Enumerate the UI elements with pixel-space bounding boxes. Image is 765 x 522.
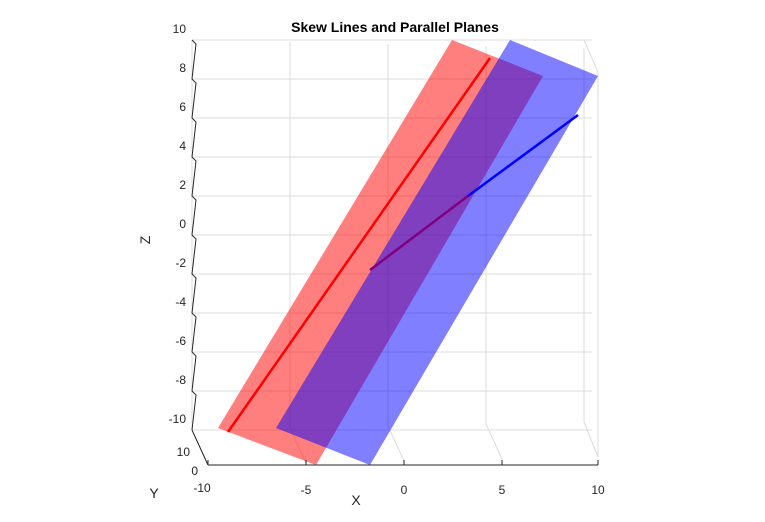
z-tick-label: 6 [179,100,186,114]
z-tick-label: -6 [175,334,186,348]
y-tick-labels: 10 0 [177,445,199,478]
x-tick-label: -10 [193,481,211,495]
y-axis [191,429,209,466]
z-tick-label: 0 [179,217,186,231]
blue-line-behind-red-plane [369,195,469,271]
blue-plane [276,40,598,465]
z-tick-label: 2 [179,178,186,192]
axes-box-right [583,39,599,458]
y-axis-label: Y [149,485,159,501]
z-tick-label: 8 [179,61,186,75]
y-tick-label: 10 [177,445,191,459]
z-axis [191,39,197,431]
z-tick-labels: 10 8 6 4 2 0 -2 -4 -6 -8 -10 [169,22,187,426]
x-tick-labels: -10 -5 0 5 10 [193,481,605,497]
x-tick-label: 5 [499,483,506,497]
x-tick-label: -5 [301,483,312,497]
chart-title: Skew Lines and Parallel Planes [291,19,499,35]
red-line [226,57,492,433]
x-axis [207,460,599,466]
z-tick-label: -2 [175,256,186,270]
z-tick-label: -10 [169,412,187,426]
x-axis-label: X [351,492,361,508]
blue-line [467,113,579,198]
x-tick-label: 10 [591,483,605,497]
z-tick-label: -4 [175,295,186,309]
z-axis-label: Z [137,235,153,244]
y-tick-label: 0 [191,464,198,478]
x-tick-label: 0 [401,483,408,497]
z-tick-label: 10 [173,22,187,36]
z-tick-label: 4 [179,139,186,153]
z-tick-label: -8 [175,373,186,387]
